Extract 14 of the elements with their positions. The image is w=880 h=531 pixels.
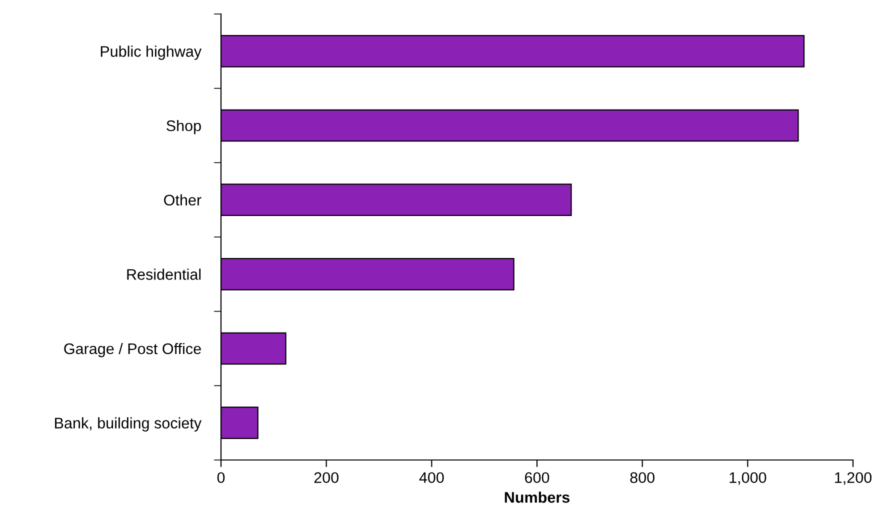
x-axis-title: Numbers bbox=[504, 492, 570, 503]
x-tick-label: 0 bbox=[217, 472, 225, 484]
y-tick-label: Public highway bbox=[100, 46, 202, 60]
x-tick-label: 1,200 bbox=[835, 472, 872, 485]
x-tick-label: 1,000 bbox=[730, 472, 766, 485]
y-tick-label: Garage / Post Office bbox=[64, 342, 201, 358]
y-tick-label: Residential bbox=[127, 268, 201, 280]
x-tick-label: 400 bbox=[419, 472, 444, 484]
y-tick-label: Other bbox=[164, 194, 202, 206]
x-tick-label: 600 bbox=[525, 472, 550, 484]
y-tick-label: Bank, building society bbox=[55, 417, 202, 432]
x-tick-label: 200 bbox=[314, 472, 338, 484]
y-tick-label: Shop bbox=[166, 120, 201, 134]
x-tick-label: 800 bbox=[630, 472, 654, 484]
